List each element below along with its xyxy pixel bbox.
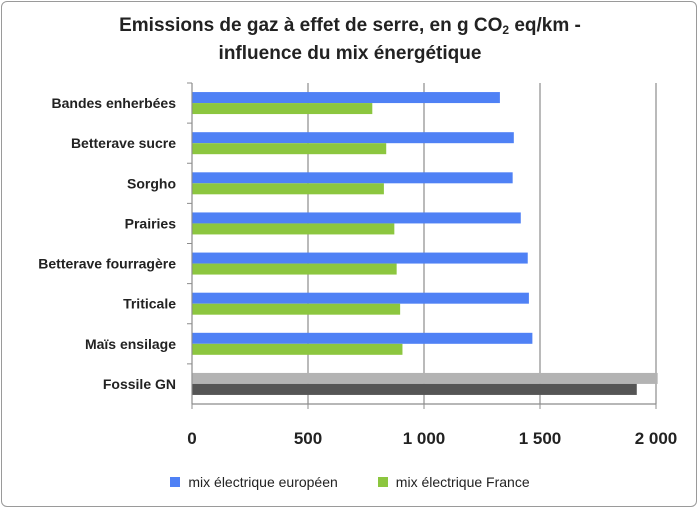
x-tick-label: 1 500 bbox=[519, 429, 562, 448]
bar-europe bbox=[192, 292, 529, 304]
title-line1-before: Emissions de gaz à effet de serre, en g … bbox=[119, 15, 503, 36]
bar-france bbox=[192, 143, 387, 155]
bar-france bbox=[192, 383, 637, 395]
bar-europe bbox=[192, 252, 528, 264]
x-tick-label: 2 000 bbox=[635, 429, 678, 448]
category-label: Maïs ensilage bbox=[85, 336, 176, 352]
bar-europe bbox=[192, 132, 514, 144]
title-subscript: 2 bbox=[502, 23, 510, 37]
category-label: Betterave fourragère bbox=[38, 256, 176, 272]
legend-swatch-france bbox=[377, 477, 388, 487]
x-tick-label: 500 bbox=[294, 429, 322, 448]
legend-label-france: mix électrique France bbox=[395, 474, 530, 490]
chart-title: Emissions de gaz à effet de serre, en g … bbox=[0, 12, 700, 68]
bar-europe bbox=[192, 212, 521, 224]
title-line1-after: eq/km - bbox=[509, 15, 581, 36]
bar-europe bbox=[192, 172, 513, 184]
title-line2: influence du mix énergétique bbox=[218, 43, 482, 64]
x-tick-label: 1 000 bbox=[403, 429, 446, 448]
bar-europe bbox=[192, 92, 500, 104]
category-label: Fossile GN bbox=[103, 376, 176, 392]
legend-item-europe: mix électrique européen bbox=[170, 474, 338, 490]
category-label: Bandes enherbées bbox=[52, 95, 177, 111]
category-label: Prairies bbox=[125, 215, 177, 231]
category-label: Sorgho bbox=[127, 175, 176, 191]
bar-france bbox=[192, 303, 401, 315]
category-label: Triticale bbox=[123, 296, 176, 312]
bar-europe bbox=[192, 332, 533, 344]
bar-france bbox=[192, 343, 403, 355]
bar-france bbox=[192, 103, 373, 115]
bar-france bbox=[192, 223, 395, 235]
legend-item-france: mix électrique France bbox=[377, 474, 530, 490]
legend-label-europe: mix électrique européen bbox=[188, 474, 338, 490]
category-label: Betterave sucre bbox=[71, 135, 176, 151]
bar-europe bbox=[192, 372, 658, 384]
bar-france bbox=[192, 263, 397, 275]
legend-swatch-europe bbox=[170, 477, 181, 487]
bar-france bbox=[192, 183, 384, 195]
legend: mix électrique européen mix électrique F… bbox=[0, 474, 700, 490]
x-tick-label: 0 bbox=[187, 429, 196, 448]
